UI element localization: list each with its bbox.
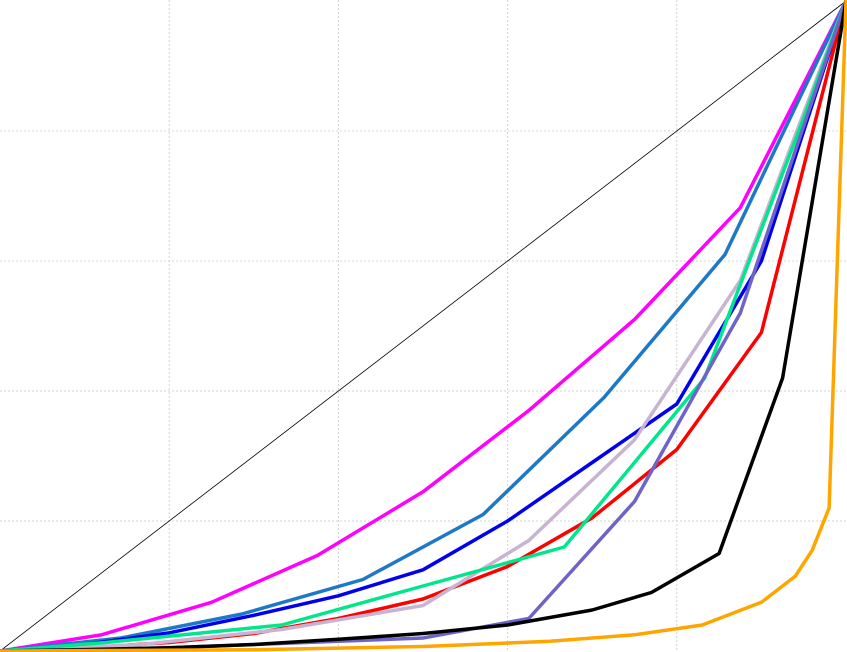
diagonal-reference-line xyxy=(0,0,847,652)
lorenz-curve-chart xyxy=(0,0,847,652)
chart-canvas xyxy=(0,0,847,652)
series-line-2 xyxy=(0,0,847,652)
series-line-1 xyxy=(0,0,847,652)
series-line-3 xyxy=(0,0,847,652)
series-lines xyxy=(0,0,847,652)
series-line-9 xyxy=(0,0,847,652)
series-line-8 xyxy=(0,0,847,652)
equality-reference-line xyxy=(0,0,847,652)
grid-lines xyxy=(0,0,847,652)
series-line-6 xyxy=(0,0,847,652)
